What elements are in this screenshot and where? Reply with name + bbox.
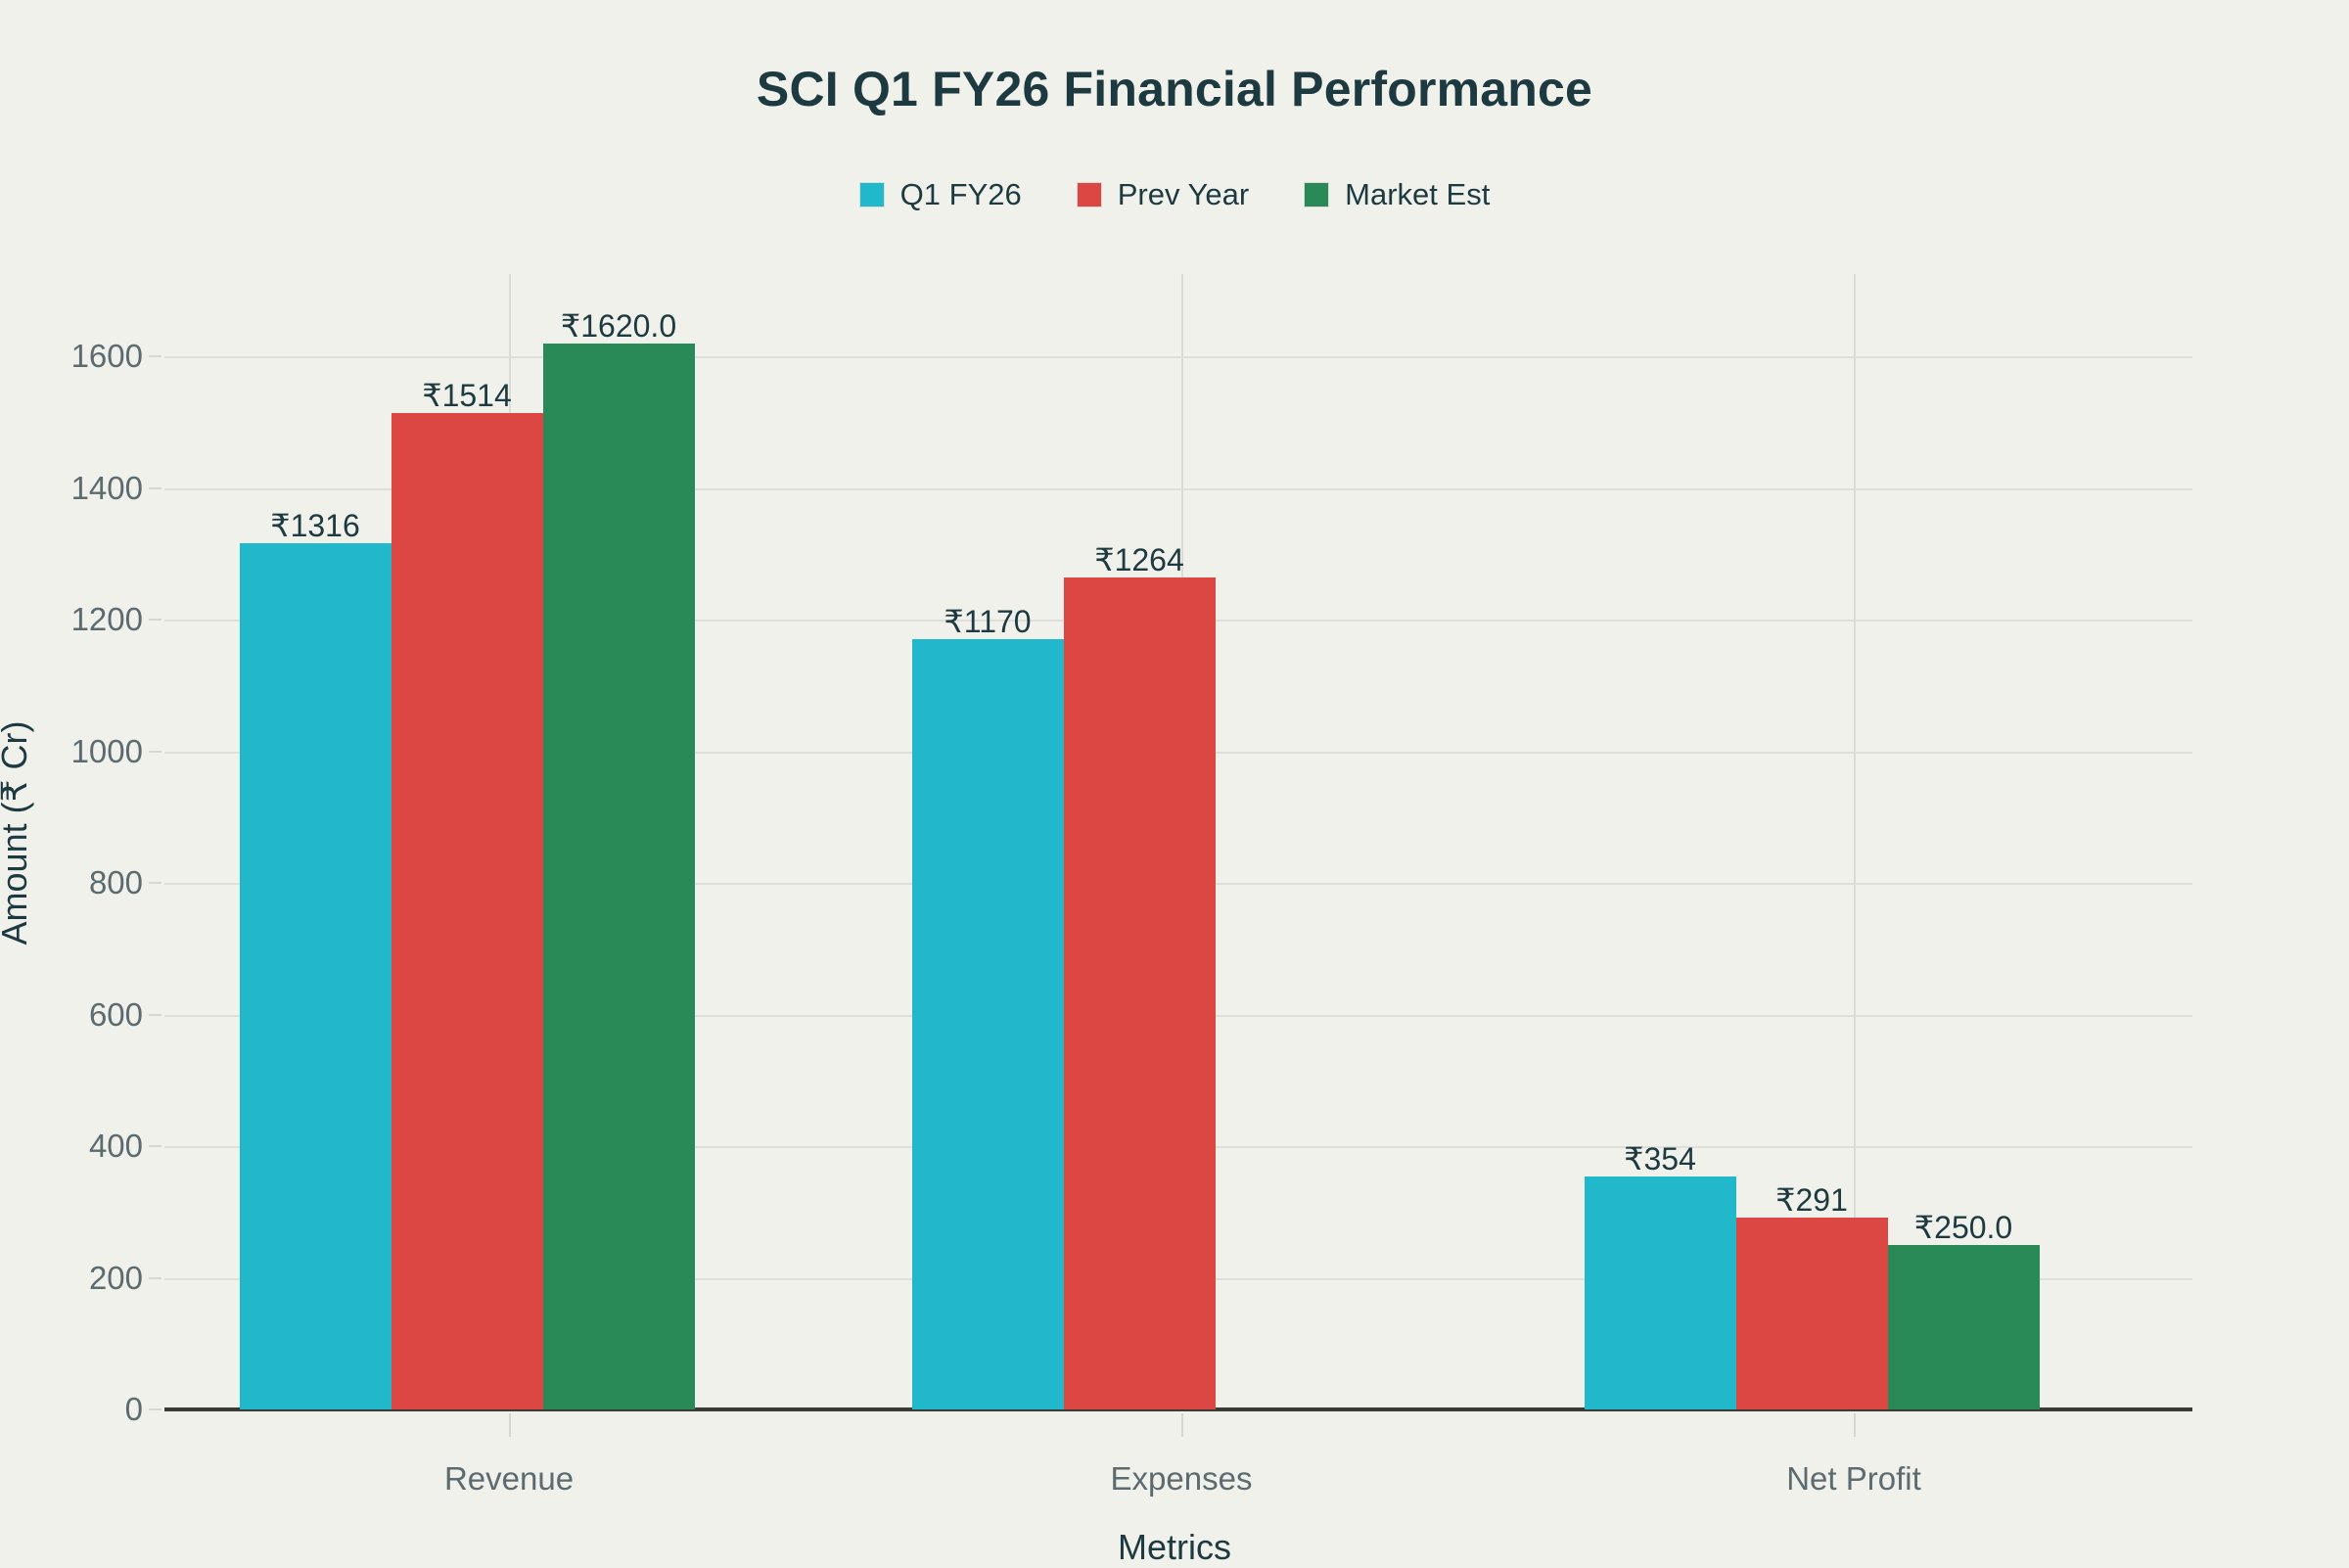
legend-swatch-q1-fy26 xyxy=(858,181,885,208)
x-tick-label-expenses: Expenses xyxy=(1110,1460,1253,1497)
y-tick-label-1600: 1600 xyxy=(70,338,143,374)
gridline-category-netprofit xyxy=(1854,274,1856,1409)
y-tick-mark xyxy=(149,1145,161,1147)
x-axis-title: Metrics xyxy=(1118,1527,1231,1567)
legend-item-prev-year[interactable]: Prev Year xyxy=(1076,177,1250,211)
bar-revenue-prev-year[interactable] xyxy=(392,413,543,1409)
x-tick-label-revenue: Revenue xyxy=(443,1460,575,1497)
bar-expenses-prev-year[interactable] xyxy=(1064,577,1216,1409)
bar-netprofit-prev-year[interactable] xyxy=(1736,1218,1888,1409)
plot-area: ₹1316 ₹1514 ₹1620.0 ₹1170 ₹1264 ₹354 ₹29… xyxy=(164,274,2192,1411)
bar-expenses-q1-fy26[interactable] xyxy=(912,639,1064,1409)
y-tick-mark xyxy=(149,882,161,884)
bar-revenue-market-est[interactable] xyxy=(543,344,695,1409)
y-tick-mark xyxy=(149,487,161,489)
y-tick-label-600: 600 xyxy=(88,996,143,1033)
y-tick-label-0: 0 xyxy=(124,1391,143,1427)
gridline-1400 xyxy=(164,488,2192,490)
y-tick-mark xyxy=(149,1014,161,1016)
y-tick-label-400: 400 xyxy=(88,1128,143,1164)
x-axis-line xyxy=(164,1407,2192,1411)
y-tick-mark xyxy=(149,1277,161,1279)
legend-label-prev-year: Prev Year xyxy=(1117,177,1250,211)
legend-swatch-prev-year xyxy=(1076,181,1102,208)
legend-item-market-est[interactable]: Market Est xyxy=(1304,179,1490,209)
y-tick-label-1400: 1400 xyxy=(70,470,143,506)
x-tick-mark xyxy=(1181,1413,1183,1437)
y-axis-title: Amount (₹ Cr) xyxy=(0,720,34,945)
bar-netprofit-q1-fy26[interactable] xyxy=(1585,1176,1736,1409)
legend-swatch-market-est xyxy=(1304,181,1330,208)
y-tick-label-800: 800 xyxy=(88,864,143,900)
chart-legend: Q1 FY26 Prev Year Market Est xyxy=(0,179,2349,209)
legend-label-q1-fy26: Q1 FY26 xyxy=(899,177,1022,211)
x-tick-mark xyxy=(1854,1413,1856,1437)
bar-label-revenue-market-est: ₹1620.0 xyxy=(560,308,677,344)
chart-title: SCI Q1 FY26 Financial Performance xyxy=(756,62,1593,116)
x-tick-mark xyxy=(509,1413,511,1437)
bar-label-netprofit-prev-year: ₹291 xyxy=(1775,1182,1848,1218)
bar-revenue-q1-fy26[interactable] xyxy=(240,543,392,1409)
bar-label-netprofit-q1-fy26: ₹354 xyxy=(1624,1141,1696,1176)
bar-label-revenue-prev-year: ₹1514 xyxy=(422,378,512,413)
bar-label-netprofit-market-est: ₹250.0 xyxy=(1913,1210,2013,1245)
bar-netprofit-market-est[interactable] xyxy=(1888,1245,2040,1409)
bar-label-expenses-prev-year: ₹1264 xyxy=(1094,542,1184,577)
gridline-1600 xyxy=(164,356,2192,358)
y-tick-label-1000: 1000 xyxy=(70,733,143,769)
bar-label-expenses-q1-fy26: ₹1170 xyxy=(944,604,1032,639)
y-tick-mark xyxy=(149,1408,161,1410)
y-tick-mark xyxy=(149,619,161,621)
y-tick-label-1200: 1200 xyxy=(70,601,143,637)
x-tick-label-netprofit: Net Profit xyxy=(1786,1460,1921,1497)
y-tick-mark xyxy=(149,355,161,357)
y-tick-label-200: 200 xyxy=(88,1260,143,1296)
bar-label-revenue-q1-fy26: ₹1316 xyxy=(270,508,360,543)
legend-label-market-est: Market Est xyxy=(1345,177,1491,211)
y-tick-mark xyxy=(149,751,161,753)
legend-item-q1-fy26[interactable]: Q1 FY26 xyxy=(858,177,1022,211)
